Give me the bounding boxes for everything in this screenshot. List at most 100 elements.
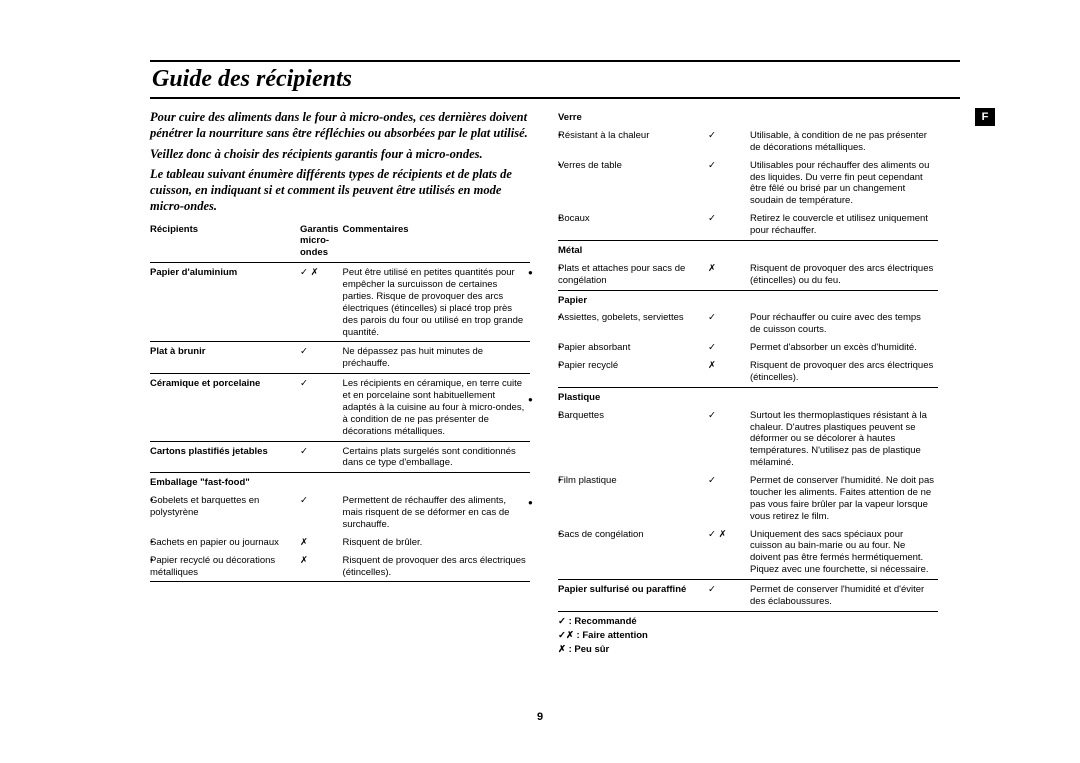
table-row: Papier d'aluminium✓ ✗Peut être utilisé e… (150, 263, 530, 342)
intro-p1: Pour cuire des aliments dans le four à m… (150, 109, 530, 142)
cell-safe: ✗ (300, 552, 343, 582)
cell-recipient: Résistant à la chaleur (558, 127, 708, 157)
table-row: Verre (558, 109, 938, 127)
table-row: Film plastique✓Permet de conserver l'hum… (558, 472, 938, 526)
cell-recipient: Sachets en papier ou journaux (150, 534, 300, 552)
cell-safe: ✗ (708, 357, 750, 387)
table-row: Céramique et porcelaine✓Les récipients e… (150, 374, 530, 441)
table-row: Cartons plastifiés jetables✓Certains pla… (150, 441, 530, 473)
cell-recipient: Papier recyclé ou décorations métallique… (150, 552, 300, 582)
cell-safe: ✓ (300, 441, 343, 473)
cell-comment: Retirez le couvercle et utilisez uniquem… (750, 210, 938, 240)
cell-recipient: Papier sulfurisé ou paraffiné (558, 580, 708, 612)
table-row: Résistant à la chaleur✓Utilisable, à con… (558, 127, 938, 157)
cell-safe: ✓ (300, 374, 343, 441)
cell-safe (708, 240, 750, 259)
th-garantis: Garantis micro-ondes (300, 221, 343, 263)
cell-recipient: Plat à brunir (150, 342, 300, 374)
cell-comment: Permet de conserver l'humidité. Ne doit … (750, 472, 938, 526)
cell-recipient: Sacs de congélation (558, 526, 708, 580)
two-column-layout: Pour cuire des aliments dans le four à m… (150, 109, 960, 657)
table-row: Gobelets et barquettes en polystyrène✓Pe… (150, 492, 530, 534)
cell-recipient: Papier d'aluminium (150, 263, 300, 342)
intro-p3: Le tableau suivant énumère différents ty… (150, 166, 530, 215)
cell-safe (300, 473, 343, 492)
table-row: Plat à brunir✓Ne dépassez pas huit minut… (150, 342, 530, 374)
cell-safe: ✓ ✗ (708, 526, 750, 580)
intro-p2: Veillez donc à choisir des récipients ga… (150, 146, 530, 162)
cell-comment (750, 109, 938, 127)
cell-safe: ✓ (708, 580, 750, 612)
cell-recipient: Assiettes, gobelets, serviettes (558, 309, 708, 339)
dot-icon: ● (528, 395, 533, 404)
intro-block: Pour cuire des aliments dans le four à m… (150, 109, 530, 215)
dot-icon: ● (528, 498, 533, 507)
dot-icon: ● (528, 268, 533, 277)
cell-recipient: Emballage "fast-food" (150, 473, 300, 492)
cell-recipient: Céramique et porcelaine (150, 374, 300, 441)
table-row: Papier recyclé ou décorations métallique… (150, 552, 530, 582)
page-body: Guide des récipients Pour cuire des alim… (0, 0, 1080, 677)
cell-safe: ✓ (708, 157, 750, 211)
rule-top (150, 60, 960, 62)
cell-comment (750, 240, 938, 259)
cell-recipient: Papier absorbant (558, 339, 708, 357)
cell-comment: Permettent de réchauffer des aliments, m… (343, 492, 530, 534)
cell-comment: Risquent de provoquer des arcs électriqu… (343, 552, 530, 582)
table-row: Plats et attaches pour sacs de congélati… (558, 260, 938, 290)
cell-comment (750, 387, 938, 406)
cell-comment: Uniquement des sacs spéciaux pour cuisso… (750, 526, 938, 580)
table-row: Bocaux✓Retirez le couvercle et utilisez … (558, 210, 938, 240)
table-row: Verres de table✓Utilisables pour réchauf… (558, 157, 938, 211)
page-title: Guide des récipients (150, 64, 960, 97)
legend-line-2: ✓✗ : Faire attention (558, 630, 938, 642)
cell-recipient: Plats et attaches pour sacs de congélati… (558, 260, 708, 290)
cell-comment (750, 290, 938, 309)
legend-line-1: ✓ : Recommandé (558, 616, 938, 628)
cell-comment: Utilisable, à condition de ne pas présen… (750, 127, 938, 157)
cell-safe: ✓ (300, 492, 343, 534)
left-column: Pour cuire des aliments dans le four à m… (150, 109, 530, 657)
cell-comment: Risquent de brûler. (343, 534, 530, 552)
cell-comment: Risquent de provoquer des arcs électriqu… (750, 260, 938, 290)
cell-recipient: Métal (558, 240, 708, 259)
cell-safe (708, 387, 750, 406)
cell-comment: Ne dépassez pas huit minutes de préchauf… (343, 342, 530, 374)
legend-block: ✓ : Recommandé ✓✗ : Faire attention ✗ : … (558, 616, 938, 656)
cell-safe: ✓ (708, 210, 750, 240)
cell-recipient: Plastique (558, 387, 708, 406)
cell-recipient: Cartons plastifiés jetables (150, 441, 300, 473)
table-row: Métal (558, 240, 938, 259)
cell-comment: Peut être utilisé en petites quantités p… (343, 263, 530, 342)
table-left: Récipients Garantis micro-ondes Commenta… (150, 221, 530, 583)
cell-recipient: Papier recyclé (558, 357, 708, 387)
table-row: Papier recyclé✗Risquent de provoquer des… (558, 357, 938, 387)
cell-safe: ✓ (708, 472, 750, 526)
table-row: Papier (558, 290, 938, 309)
legend-line-3: ✗ : Peu sûr (558, 644, 938, 656)
table-row: Assiettes, gobelets, serviettes✓Pour réc… (558, 309, 938, 339)
rule-bottom (150, 97, 960, 99)
cell-recipient: Bocaux (558, 210, 708, 240)
cell-comment: Surtout les thermoplastiques résistant à… (750, 407, 938, 472)
table-row: Papier sulfurisé ou paraffiné✓Permet de … (558, 580, 938, 612)
table-row: Emballage "fast-food" (150, 473, 530, 492)
cell-safe: ✓ (708, 309, 750, 339)
cell-safe: ✗ (708, 260, 750, 290)
cell-safe: ✓ (300, 342, 343, 374)
th-recipients: Récipients (150, 221, 300, 263)
side-tab: F (975, 108, 995, 126)
cell-comment: Risquent de provoquer des arcs électriqu… (750, 357, 938, 387)
table-row: Papier absorbant✓Permet d'absorber un ex… (558, 339, 938, 357)
cell-recipient: Verre (558, 109, 708, 127)
cell-safe (708, 290, 750, 309)
cell-comment (343, 473, 530, 492)
cell-safe: ✓ (708, 127, 750, 157)
table-row: Sachets en papier ou journaux✗Risquent d… (150, 534, 530, 552)
cell-safe: ✓ (708, 339, 750, 357)
cell-comment: Les récipients en céramique, en terre cu… (343, 374, 530, 441)
cell-safe (708, 109, 750, 127)
cell-safe: ✓ ✗ (300, 263, 343, 342)
cell-recipient: Papier (558, 290, 708, 309)
cell-recipient: Film plastique (558, 472, 708, 526)
